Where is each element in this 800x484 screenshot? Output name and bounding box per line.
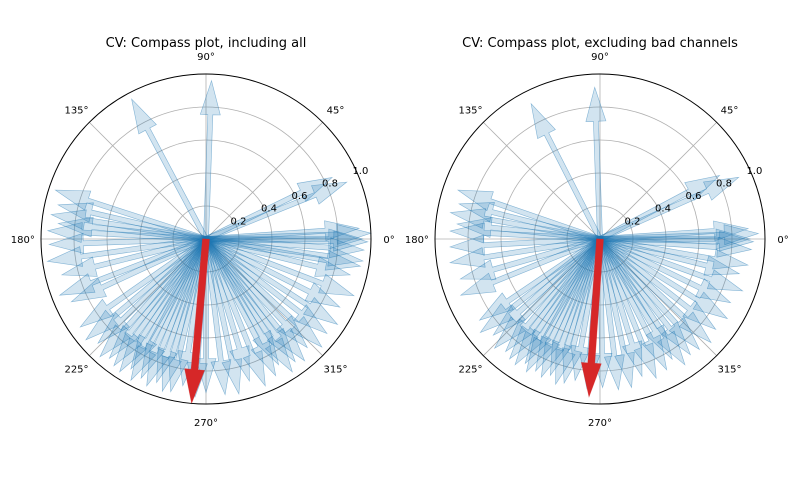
channel-arrow — [599, 220, 750, 242]
channel-arrow — [598, 176, 740, 242]
compass-plot-excluding-bad: CV: Compass plot, excluding bad channels… — [405, 36, 789, 429]
channel-arrow — [599, 236, 741, 276]
channel-arrow — [598, 175, 721, 242]
angular-grid-line — [599, 122, 717, 240]
channel-arrow — [449, 208, 601, 242]
channel-arrow — [599, 224, 760, 246]
channel-arrow — [597, 237, 643, 378]
radial-tick-label: 0.4 — [261, 204, 277, 215]
channel-arrow — [203, 237, 277, 377]
channel-arrow — [456, 189, 602, 242]
angle-tick-label: 135° — [64, 106, 88, 117]
channel-arrow — [57, 216, 207, 242]
channel-arrow — [204, 177, 334, 242]
channel-arrow — [205, 220, 361, 242]
angle-tick-label: 90° — [591, 52, 609, 63]
polar-frame — [40, 73, 372, 405]
radial-tick-label: 0.6 — [686, 191, 702, 202]
channel-arrow — [203, 238, 232, 396]
angular-grid-line — [205, 122, 323, 240]
angle-tick-label: 180° — [405, 235, 429, 246]
radial-ticks: 0.2 0.4 0.6 0.8 1.0 — [231, 166, 369, 228]
angle-tick-label: 225° — [458, 365, 482, 376]
channel-arrow — [199, 79, 221, 240]
channel-arrow — [205, 236, 364, 267]
channel-arrow — [48, 232, 207, 254]
angle-tick-label: 0° — [777, 235, 788, 246]
angle-tick-label: 270° — [194, 418, 218, 429]
channel-arrow — [131, 98, 209, 241]
angle-tick-label: 315° — [717, 365, 741, 376]
arrows — [46, 79, 372, 405]
channel-arrow — [530, 102, 603, 241]
channel-arrow — [195, 238, 217, 394]
chart-title: CV: Compass plot, including all — [106, 36, 307, 51]
radial-tick-label: 1.0 — [746, 166, 762, 177]
channel-arrow — [459, 236, 602, 296]
channel-arrow — [203, 236, 306, 362]
arrows — [449, 86, 760, 399]
channel-arrow — [597, 236, 701, 351]
channel-arrow — [597, 237, 692, 356]
channel-arrow — [585, 86, 607, 240]
channel-arrow — [598, 236, 729, 320]
angle-tick-label: 45° — [721, 106, 739, 117]
channel-arrow — [599, 236, 753, 258]
channel-arrow — [459, 236, 602, 280]
channel-arrow — [458, 202, 601, 242]
channel-arrow — [599, 230, 755, 252]
channel-arrow — [504, 236, 603, 353]
angle-tick-label: 180° — [11, 235, 35, 246]
channel-arrow — [203, 237, 250, 383]
radial-tick-label: 0.8 — [716, 179, 732, 190]
compass-plot-all: CV: Compass plot, including all 0° 45° 90°… — [11, 36, 395, 429]
channel-arrow — [46, 222, 207, 243]
angle-ticks: 0° 45° 90° 135° 180° 225° 270° 315° — [11, 52, 395, 429]
radial-tick-label: 0.6 — [292, 191, 308, 202]
angular-grid-line — [483, 122, 601, 240]
channel-arrow — [60, 236, 207, 277]
angle-tick-label: 0° — [383, 235, 394, 246]
angle-tick-label: 90° — [197, 52, 215, 63]
radial-tick-label: 1.0 — [352, 166, 368, 177]
angular-grid-line — [89, 122, 207, 240]
channel-arrow — [449, 222, 601, 244]
channel-arrow — [203, 236, 323, 348]
angle-ticks: 0° 45° 90° 135° 180° 225° 270° 315° — [405, 52, 789, 429]
angle-tick-label: 45° — [327, 106, 345, 117]
channel-arrow — [597, 237, 657, 380]
channel-arrow — [204, 236, 339, 325]
channel-arrow — [205, 228, 364, 250]
angular-grid-line — [599, 238, 717, 356]
radial-tick-label: 0.8 — [322, 179, 338, 190]
radial-ticks: 0.2 0.4 0.6 0.8 1.0 — [625, 166, 763, 228]
angle-tick-label: 135° — [458, 106, 482, 117]
channel-arrow — [449, 234, 601, 256]
channel-arrow — [599, 236, 749, 270]
angular-grid-line — [205, 238, 323, 356]
mean-arrow — [580, 238, 604, 399]
radial-tick-label: 0.2 — [625, 216, 641, 227]
polar-frame — [434, 73, 766, 405]
radial-tick-label: 0.2 — [231, 216, 247, 227]
channel-arrow — [79, 236, 208, 328]
channel-arrow — [598, 236, 717, 331]
channel-arrow — [591, 238, 613, 389]
angle-tick-label: 315° — [323, 365, 347, 376]
channel-arrow — [204, 181, 348, 242]
mean-arrow — [184, 238, 210, 405]
angle-tick-label: 225° — [64, 365, 88, 376]
angle-tick-label: 270° — [588, 418, 612, 429]
chart-title: CV: Compass plot, excluding bad channels — [462, 36, 738, 51]
channel-arrow — [449, 236, 601, 268]
radial-tick-label: 0.4 — [655, 204, 671, 215]
channel-arrow — [205, 236, 362, 271]
channel-arrow — [205, 236, 352, 277]
channel-arrow — [204, 236, 355, 297]
